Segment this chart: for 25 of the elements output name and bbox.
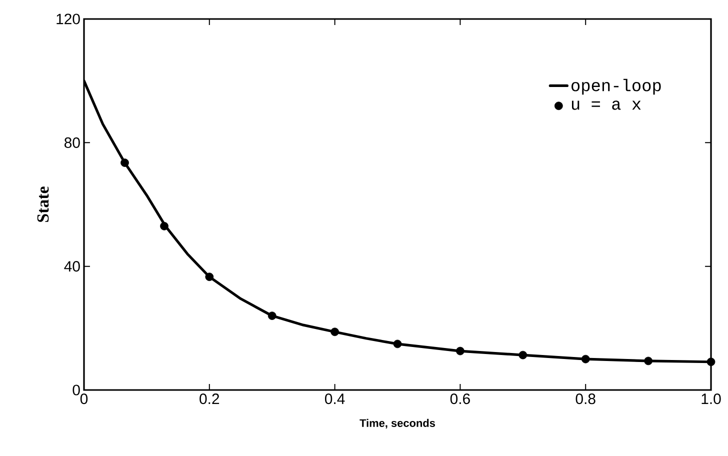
y-tick-label: 0 [72,384,80,396]
point [706,358,716,366]
x-tick-label: 0.6 [450,394,470,404]
x-tick-label: 1.0 [702,394,721,404]
x-axis-title: Time, seconds [360,418,436,429]
y-tick-label: 80 [64,137,80,148]
y-tick-label: 40 [64,261,80,272]
point [393,340,402,348]
y-axis-title: State [37,186,49,222]
x-tick-label: 0.4 [324,394,345,404]
point [268,312,276,320]
point [205,272,214,282]
point [644,356,652,366]
x-tick-label: 0 [80,394,88,404]
x-tick-label: 0.8 [576,394,596,404]
legend-label: open-loop [572,78,661,95]
point [330,328,339,336]
legend-label: u = a x [572,100,641,110]
point [581,354,590,364]
point [518,350,528,360]
point [160,222,168,230]
point [120,158,129,167]
point [456,346,464,356]
x-tick-label: 0.2 [200,394,220,404]
y-tick-label: 120 [56,14,80,24]
